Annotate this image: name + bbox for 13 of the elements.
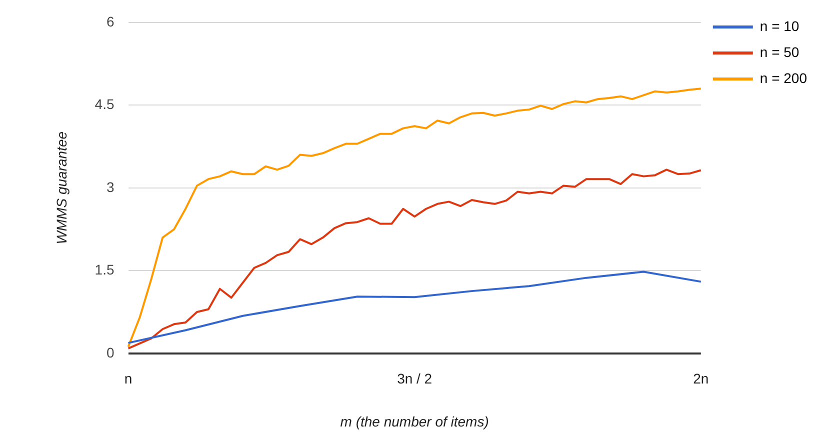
legend-label: n = 200 — [760, 70, 808, 86]
x-tick-label: n — [124, 370, 132, 387]
x-tick-label: 2n — [693, 370, 709, 387]
x-axis-title: m (the number of items) — [340, 413, 489, 430]
y-tick-label: 6 — [106, 13, 114, 30]
legend-label: n = 50 — [760, 44, 800, 60]
y-tick-label: 1.5 — [94, 262, 114, 278]
legend-label: n = 10 — [760, 18, 800, 34]
x-tick-label: 3n / 2 — [397, 370, 432, 387]
y-tick-label: 0 — [106, 344, 114, 360]
y-axis-title: WMMS guarantee — [53, 131, 70, 244]
y-tick-label: 3 — [106, 178, 114, 195]
y-tick-label: 4.5 — [94, 96, 114, 112]
